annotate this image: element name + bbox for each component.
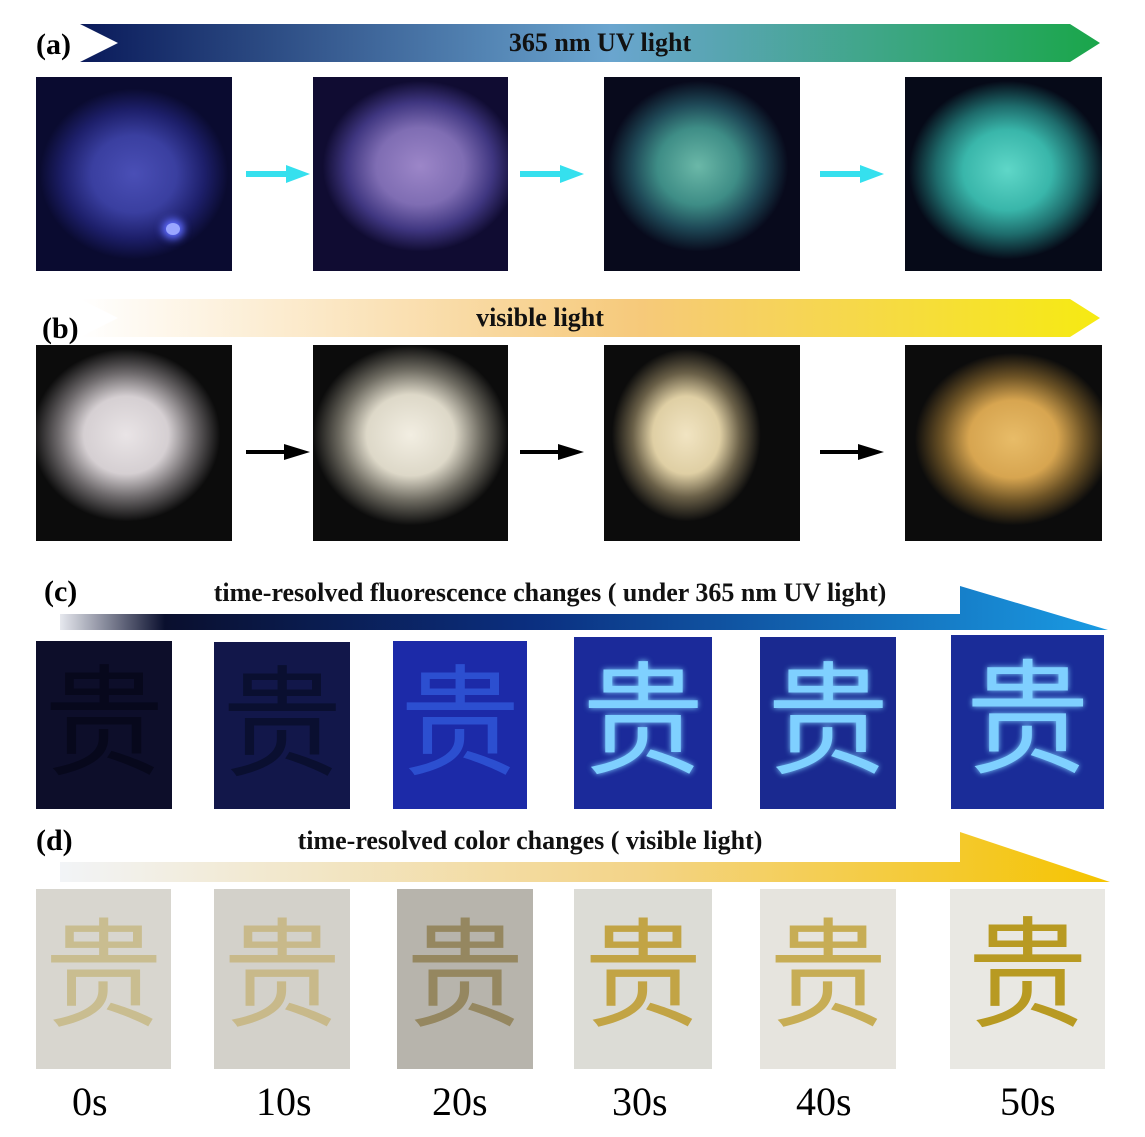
character-glyph: 贵 xyxy=(767,651,889,793)
visible-powder-photo-2 xyxy=(313,345,508,541)
fluorescence-photo-0s: 贵 xyxy=(36,641,172,809)
fluorescence-photo-20s: 贵 xyxy=(393,641,527,809)
color-photo-50s: 贵 xyxy=(950,889,1105,1069)
right-arrow-icon xyxy=(246,165,310,183)
time-label-30s: 30s xyxy=(612,1079,668,1124)
color-photo-10s: 贵 xyxy=(214,889,350,1069)
character-glyph: 贵 xyxy=(44,655,164,794)
character-glyph: 贵 xyxy=(582,651,704,793)
character-glyph: 贵 xyxy=(405,907,524,1045)
right-arrow-icon xyxy=(520,165,584,183)
visible-powder-photo-1 xyxy=(36,345,232,541)
right-arrow-icon xyxy=(520,444,584,460)
visible-powder-photo-4 xyxy=(905,345,1102,541)
uv-light-banner-text: 365 nm UV light xyxy=(508,28,692,57)
character-glyph: 贵 xyxy=(222,656,342,795)
color-photo-0s: 贵 xyxy=(36,889,171,1069)
right-arrow-icon xyxy=(820,444,884,460)
uv-powder-photo-3 xyxy=(604,77,800,271)
color-photo-30s: 贵 xyxy=(574,889,712,1069)
character-glyph: 贵 xyxy=(965,649,1090,793)
color-photo-20s: 贵 xyxy=(397,889,533,1069)
fluorescence-photo-10s: 贵 xyxy=(214,642,350,809)
panel-b-label: (b) xyxy=(42,312,79,345)
time-label-20s: 20s xyxy=(432,1079,488,1124)
visible-powder-photo-3 xyxy=(604,345,800,541)
time-label-0s: 0s xyxy=(72,1079,108,1124)
fluorescence-photo-50s: 贵 xyxy=(951,635,1104,809)
uv-light-banner xyxy=(80,24,1100,62)
panel-d-label: (d) xyxy=(36,824,73,857)
uv-powder-photo-2 xyxy=(313,77,508,271)
time-label-40s: 40s xyxy=(796,1079,852,1124)
character-glyph: 贵 xyxy=(583,907,702,1045)
visible-light-banner-text: visible light xyxy=(476,303,604,332)
character-glyph: 贵 xyxy=(967,907,1088,1046)
character-glyph: 贵 xyxy=(768,907,887,1045)
fluorescence-banner-text: time-resolved fluorescence changes ( und… xyxy=(213,578,887,607)
visible-light-banner xyxy=(80,299,1100,337)
color-change-banner xyxy=(60,832,1110,882)
fluorescence-banner xyxy=(60,586,1108,630)
right-arrow-icon xyxy=(246,444,310,460)
panel-c-label: (c) xyxy=(44,575,78,608)
color-change-banner-text: time-resolved color changes ( visible li… xyxy=(297,826,763,855)
time-label-50s: 50s xyxy=(1000,1079,1056,1124)
color-photo-40s: 贵 xyxy=(760,889,896,1069)
character-glyph: 贵 xyxy=(222,907,341,1045)
time-label-10s: 10s xyxy=(256,1079,312,1124)
right-arrow-icon xyxy=(820,165,884,183)
panel-a-label: (a) xyxy=(36,28,71,61)
fluorescence-photo-40s: 贵 xyxy=(760,637,896,809)
uv-powder-photo-4 xyxy=(905,77,1102,271)
character-glyph: 贵 xyxy=(400,655,520,794)
fluorescence-photo-30s: 贵 xyxy=(574,637,712,809)
character-glyph: 贵 xyxy=(44,907,163,1045)
uv-powder-photo-1 xyxy=(36,77,232,271)
